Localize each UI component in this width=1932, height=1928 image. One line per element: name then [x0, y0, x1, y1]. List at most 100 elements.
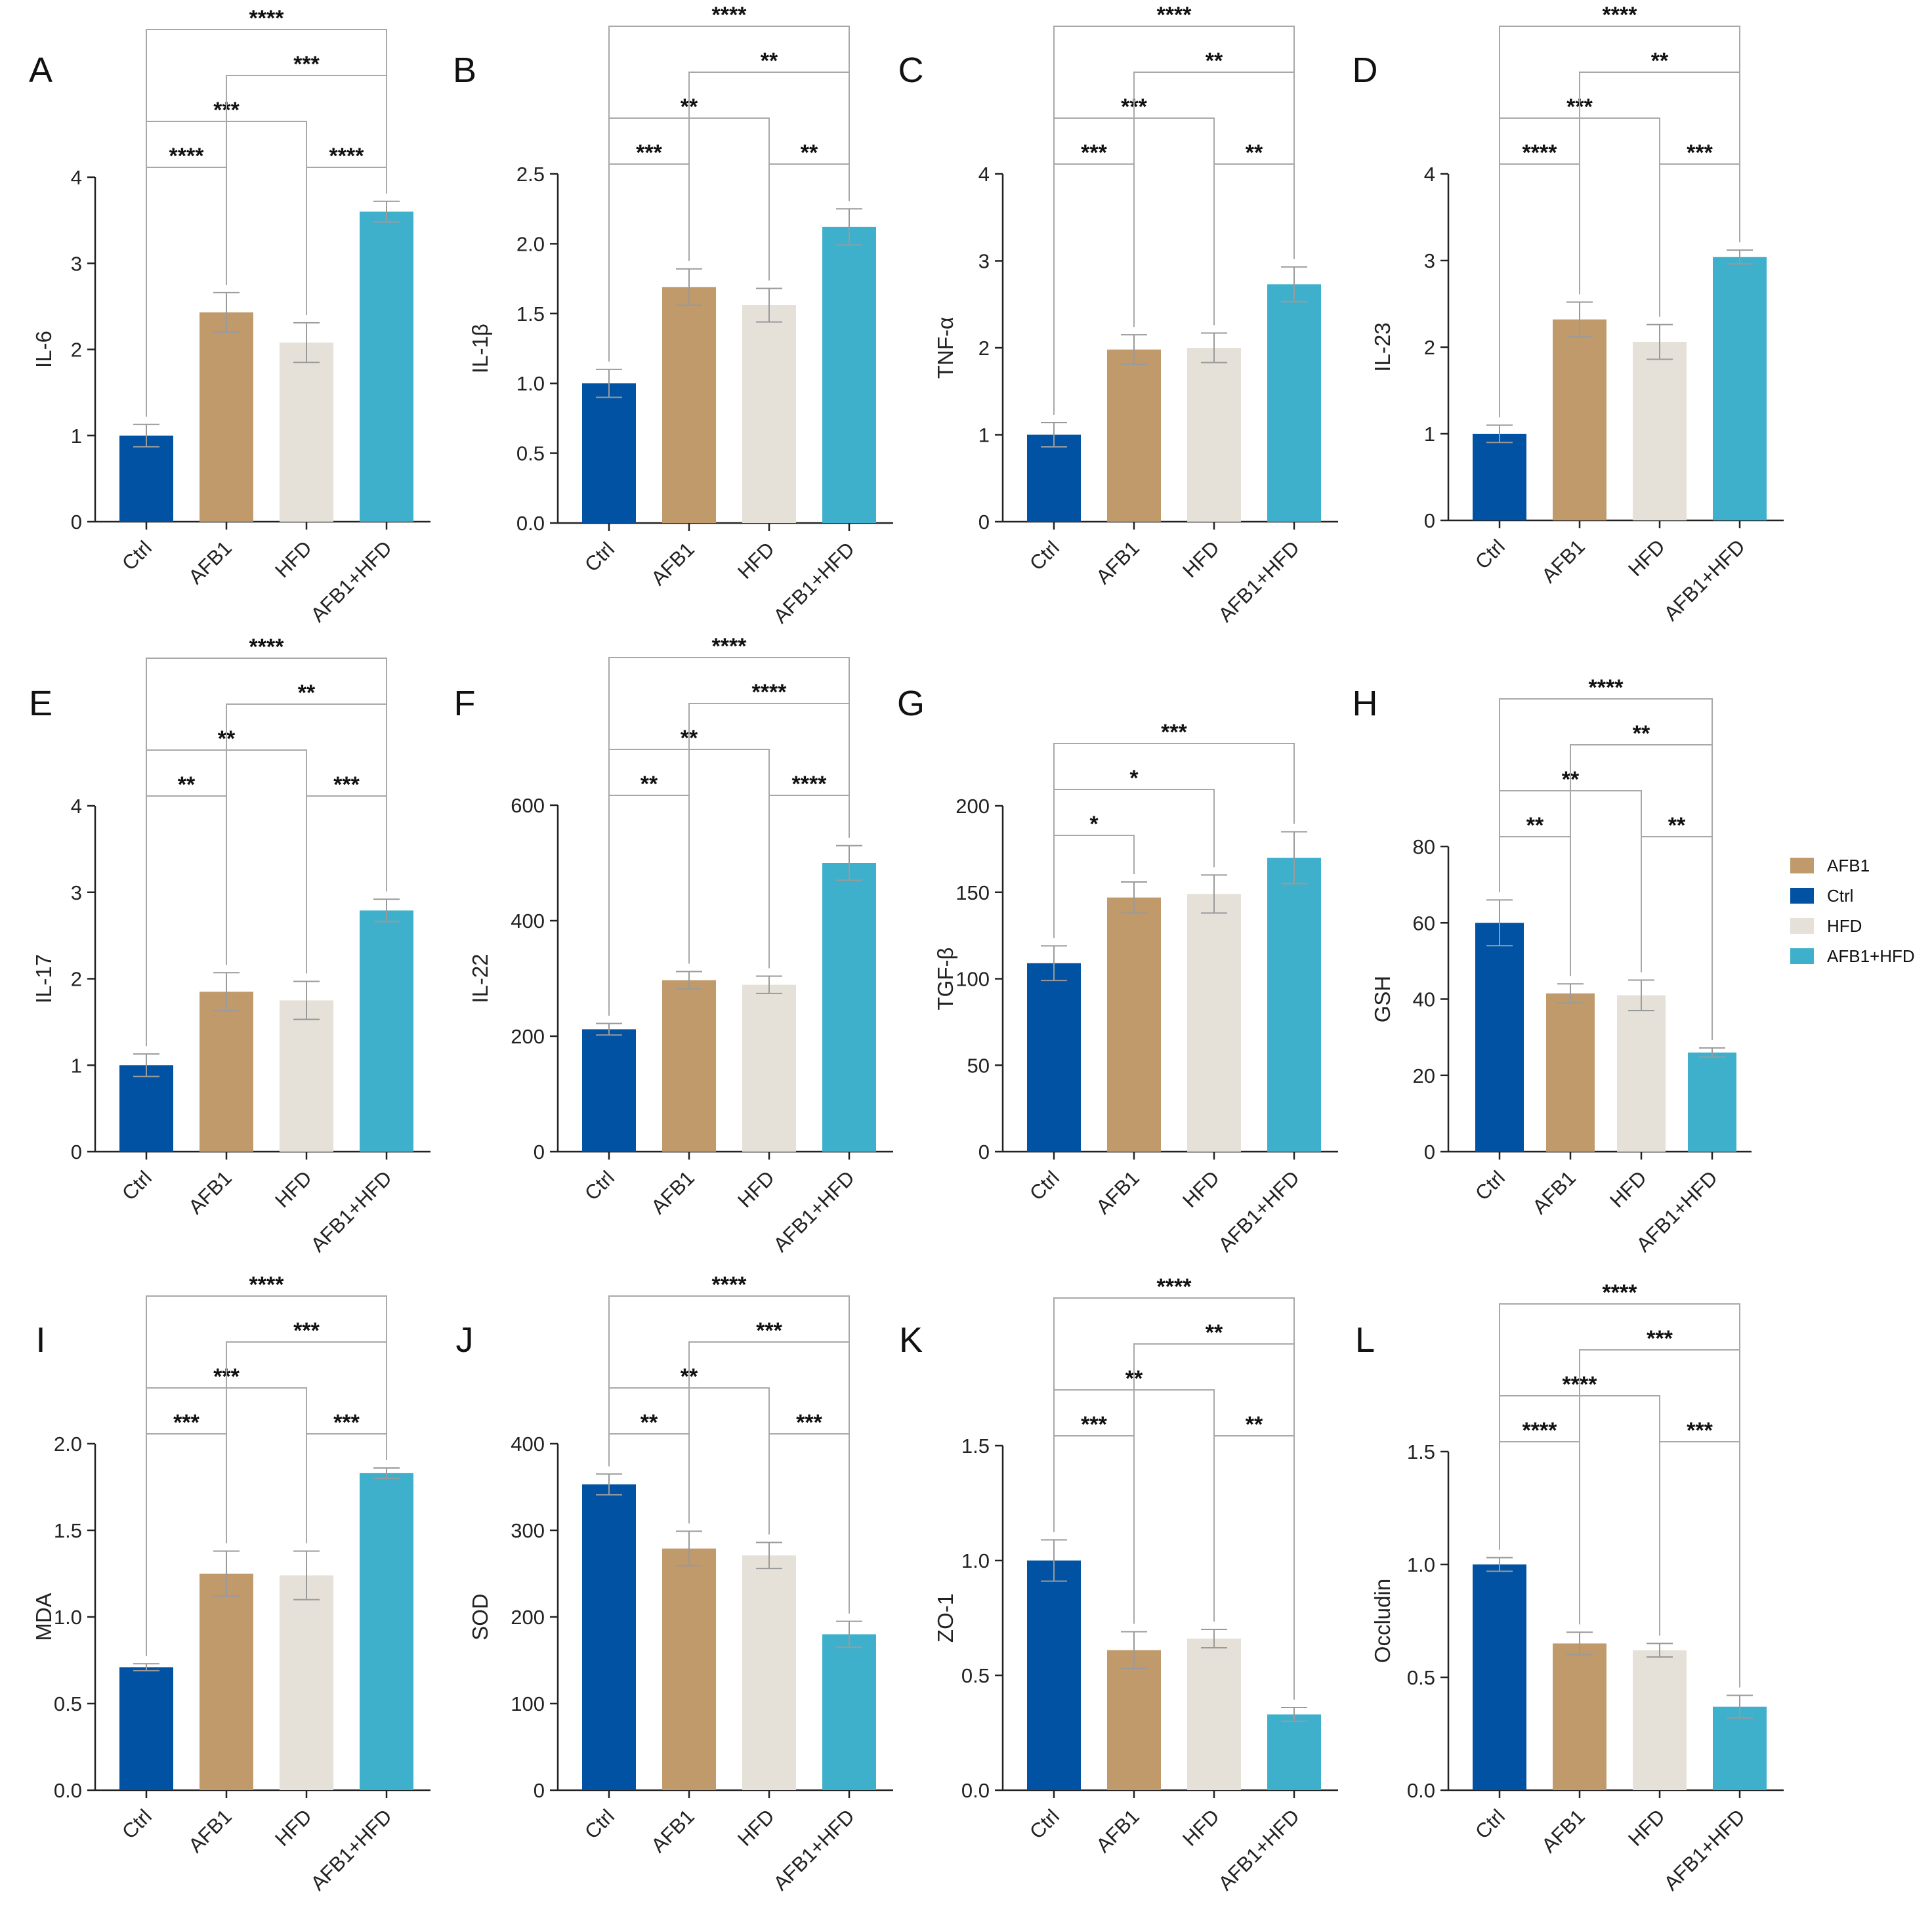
x-tick-label: AFB1	[184, 1166, 236, 1219]
y-tick-label: 3	[978, 250, 990, 273]
y-tick-label: 100	[511, 1692, 545, 1715]
x-tick-label: AFB1+HFD	[1660, 1805, 1750, 1895]
x-tick-label: AFB1	[1091, 536, 1144, 589]
y-axis-label: TGF-β	[933, 948, 957, 1011]
bar-ctrl	[1027, 1561, 1081, 1790]
bar-hfd	[1617, 995, 1666, 1152]
y-tick-label: 0	[534, 1779, 545, 1802]
significance-label: **	[1246, 140, 1263, 165]
bar-hfd	[280, 343, 333, 522]
bar-hfd	[280, 1575, 333, 1790]
x-tick-label: AFB1	[184, 536, 236, 589]
significance-label: **	[1668, 813, 1686, 838]
significance-label: ****	[1157, 3, 1192, 28]
significance-bracket	[1053, 1297, 1295, 1700]
y-tick-label: 1.5	[961, 1435, 990, 1457]
x-tick-label: AFB1+HFD	[1214, 1166, 1304, 1256]
significance-bracket	[146, 29, 387, 417]
x-tick-label: AFB1	[1537, 1805, 1589, 1857]
bar-afb1-hfd	[1267, 1714, 1321, 1790]
y-tick-label: 0	[534, 1141, 545, 1163]
bar-afb1-hfd	[360, 1473, 413, 1790]
bar-afb1	[200, 1574, 253, 1790]
significance-label: ***	[636, 140, 662, 165]
bar-hfd	[742, 984, 796, 1152]
y-tick-label: 0.5	[516, 442, 545, 465]
x-tick-label: Ctrl	[1471, 1166, 1509, 1205]
legend: AFB1 Ctrl HFD AFB1+HFD	[1790, 850, 1915, 971]
significance-label: ***	[1647, 1326, 1673, 1351]
panel-letter: C	[898, 51, 924, 90]
y-tick-label: 1	[978, 424, 990, 447]
bar-hfd	[1187, 348, 1241, 522]
significance-label: ****	[1522, 140, 1558, 165]
legend-swatch-ctrl	[1790, 888, 1814, 904]
y-tick-label: 150	[956, 881, 990, 904]
y-tick-label: 2	[71, 339, 82, 362]
y-axis-label: Occludin	[1370, 1579, 1395, 1663]
y-tick-label: 600	[511, 794, 545, 817]
significance-label: ***	[1081, 140, 1107, 165]
y-tick-label: 400	[511, 910, 545, 933]
bar-hfd	[742, 1555, 796, 1790]
significance-bracket	[1499, 26, 1740, 417]
x-tick-label: HFD	[1605, 1166, 1651, 1212]
bar-ctrl	[1473, 1564, 1526, 1790]
y-tick-label: 80	[1413, 835, 1435, 858]
significance-bracket	[608, 657, 850, 1016]
x-tick-label: Ctrl	[1471, 1805, 1509, 1843]
x-tick-label: AFB1	[1528, 1166, 1580, 1219]
significance-label: ****	[792, 772, 828, 797]
x-tick-label: Ctrl	[117, 1166, 156, 1205]
significance-label: ***	[1687, 1418, 1713, 1443]
bar-hfd	[1633, 342, 1687, 520]
y-tick-label: 2	[1424, 336, 1435, 359]
y-tick-label: 4	[71, 795, 82, 818]
legend-item: HFD	[1790, 911, 1915, 941]
x-tick-label: HFD	[270, 1166, 316, 1212]
bar-afb1	[1553, 1643, 1606, 1790]
significance-label: **	[178, 772, 196, 797]
panel-letter: E	[29, 684, 52, 723]
y-tick-label: 1.0	[961, 1549, 990, 1572]
y-tick-label: 2.0	[516, 232, 545, 255]
significance-label: *	[1129, 766, 1139, 791]
significance-label: ****	[249, 6, 285, 31]
significance-bracket	[608, 1295, 850, 1614]
significance-label: **	[640, 772, 658, 797]
panel-letter: G	[897, 684, 925, 723]
x-tick-label: HFD	[1624, 1805, 1670, 1851]
significance-label: ***	[293, 1318, 320, 1343]
significance-bracket	[1053, 743, 1295, 938]
y-tick-label: 0	[1424, 509, 1435, 532]
legend-swatch-afb1	[1790, 858, 1814, 873]
significance-label: ***	[756, 1318, 782, 1343]
significance-bracket	[146, 1295, 387, 1656]
y-tick-label: 0.5	[1407, 1666, 1435, 1689]
bar-afb1-hfd	[1713, 1706, 1767, 1790]
legend-label-hfd: HFD	[1827, 915, 1862, 936]
legend-label-ctrl: Ctrl	[1827, 885, 1854, 906]
significance-label: ****	[169, 144, 205, 169]
y-tick-label: 0.5	[961, 1664, 990, 1687]
x-tick-label: AFB1+HFD	[1660, 535, 1750, 625]
y-axis-label: MDA	[32, 1593, 56, 1641]
significance-label: ****	[1603, 1280, 1638, 1305]
x-tick-label: Ctrl	[1471, 535, 1509, 574]
significance-label: **	[1206, 49, 1223, 73]
bar-afb1	[1107, 1650, 1161, 1790]
x-tick-label: AFB1	[184, 1805, 236, 1857]
y-tick-label: 20	[1413, 1064, 1435, 1087]
x-tick-label: AFB1	[1091, 1166, 1144, 1219]
y-tick-label: 3	[1424, 249, 1435, 272]
y-tick-label: 100	[956, 968, 990, 991]
bar-afb1-hfd	[1267, 858, 1321, 1152]
legend-label-afb1-hfd: AFB1+HFD	[1827, 946, 1915, 966]
panel-letter: A	[29, 51, 52, 90]
bar-afb1-hfd	[822, 226, 876, 523]
panel-letter: J	[456, 1320, 474, 1360]
y-tick-label: 1.5	[516, 303, 545, 325]
